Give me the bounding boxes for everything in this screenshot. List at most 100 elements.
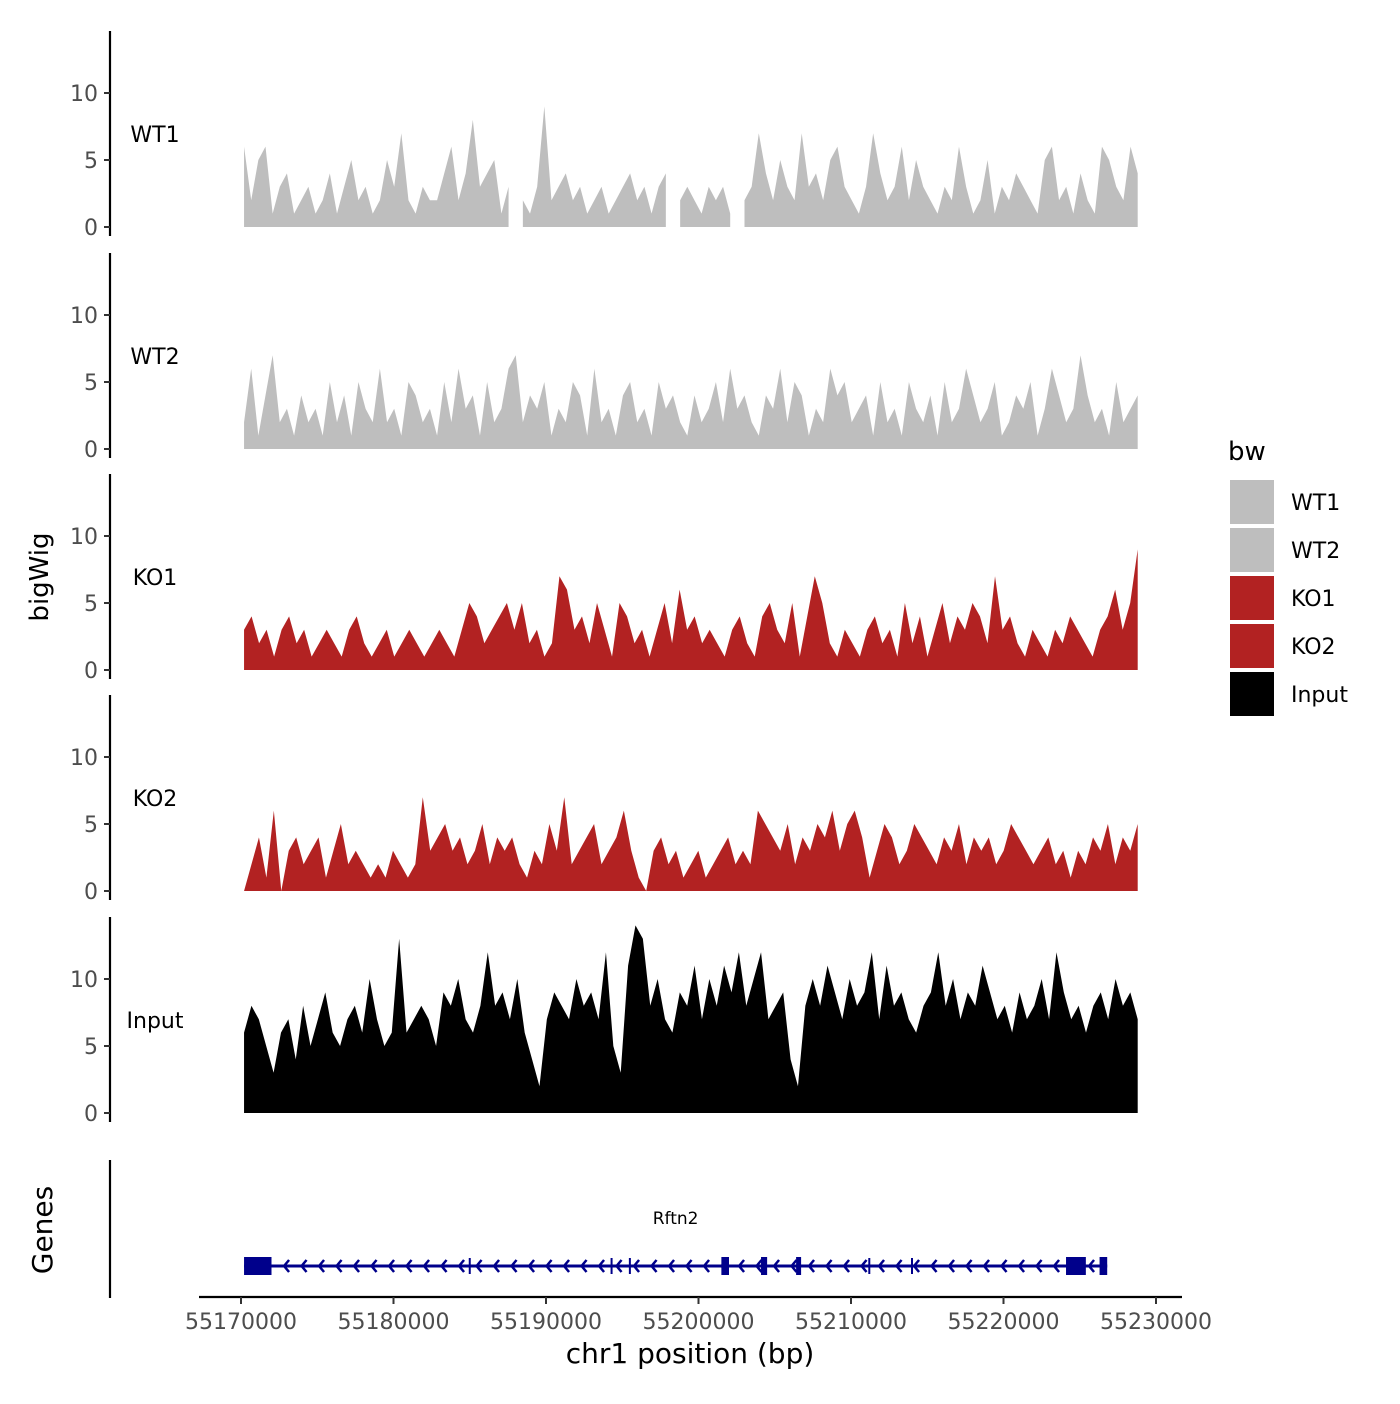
exon: [721, 1257, 729, 1275]
strand-arrow-icon: [352, 1259, 361, 1273]
strand-arrow-icon: [947, 1259, 956, 1273]
track-label: Input: [127, 1009, 184, 1034]
strand-arrow-icon: [282, 1259, 291, 1273]
y-tick-label: 10: [70, 304, 98, 329]
strand-arrow-icon: [509, 1259, 518, 1273]
track-label: WT2: [130, 345, 179, 370]
y-tick-label: 5: [84, 1035, 98, 1060]
strand-arrow-icon: [737, 1259, 746, 1273]
legend-key-ko2: [1230, 624, 1274, 668]
strand-arrow-icon: [824, 1259, 833, 1273]
strand-arrow-icon: [544, 1259, 553, 1273]
exon: [796, 1257, 802, 1275]
strand-arrow-icon: [439, 1259, 448, 1273]
strand-arrow-icon: [912, 1259, 921, 1273]
legend-key-input: [1230, 672, 1274, 716]
legend-key-wt1: [1230, 480, 1274, 524]
strand-arrow-icon: [334, 1259, 343, 1273]
strand-arrow-icon: [317, 1259, 326, 1273]
exon: [244, 1257, 272, 1275]
legend-label: WT1: [1291, 491, 1340, 516]
y-tick-label: 0: [84, 216, 98, 241]
y-tick-label: 0: [84, 438, 98, 463]
signal-area: [244, 119, 509, 227]
exon: [1099, 1257, 1108, 1275]
legend-key-ko1: [1230, 576, 1274, 620]
track-label: KO1: [133, 566, 178, 591]
legend-label: Input: [1291, 683, 1348, 708]
x-tick-label: 55180000: [338, 1310, 450, 1335]
y-tick-label: 5: [84, 371, 98, 396]
y-tick-label: 10: [70, 968, 98, 993]
track-ko2: 0 5 10 KO2: [70, 695, 1138, 905]
y-tick-label: 10: [70, 82, 98, 107]
legend-label: KO2: [1291, 635, 1336, 660]
y-tick-label: 10: [70, 525, 98, 550]
strand-arrow-icon: [1034, 1259, 1043, 1273]
exon: [761, 1257, 768, 1275]
strand-arrow-icon: [894, 1259, 903, 1273]
legend-label: WT2: [1291, 539, 1340, 564]
strand-arrow-icon: [369, 1259, 378, 1273]
signal-area: [244, 355, 1138, 449]
genes-axis-label: Genes: [26, 1186, 59, 1274]
track-wt2: 0 5 10 WT2: [70, 253, 1138, 463]
strand-arrow-icon: [929, 1259, 938, 1273]
y-tick-label: 10: [70, 746, 98, 771]
signal-area: [744, 133, 1138, 227]
strand-arrow-icon: [754, 1259, 763, 1273]
y-tick-label: 0: [84, 1102, 98, 1127]
strand-arrow-icon: [457, 1259, 466, 1273]
strand-arrow-icon: [684, 1259, 693, 1273]
signal-area: [680, 186, 731, 227]
strand-arrow-icon: [702, 1259, 711, 1273]
strand-arrow-icon: [772, 1259, 781, 1273]
signal-area: [244, 797, 1138, 891]
y-tick-label: 5: [84, 149, 98, 174]
strand-arrow-icon: [789, 1259, 798, 1273]
exon: [1066, 1257, 1086, 1275]
strand-arrow-icon: [632, 1259, 641, 1273]
strand-arrow-icon: [1017, 1259, 1026, 1273]
signal-area: [522, 106, 666, 227]
signal-area: [244, 925, 1138, 1113]
track-label: WT1: [130, 123, 179, 148]
x-tick-label: 55170000: [185, 1310, 297, 1335]
y-tick-label: 5: [84, 592, 98, 617]
legend: bw WT1 WT2 KO1 KO2 Input: [1228, 437, 1348, 716]
legend-label: KO1: [1291, 587, 1336, 612]
strand-arrow-icon: [964, 1259, 973, 1273]
strand-arrow-icon: [492, 1259, 501, 1273]
strand-arrow-icon: [982, 1259, 991, 1273]
strand-arrow-icon: [859, 1259, 868, 1273]
strand-arrow-icon: [527, 1259, 536, 1273]
strand-arrow-icon: [579, 1259, 588, 1273]
strand-arrow-icon: [422, 1259, 431, 1273]
track-ko1: 0 5 10 KO1: [70, 474, 1138, 684]
strand-arrow-icon: [1052, 1259, 1061, 1273]
track-label: KO2: [133, 787, 178, 812]
strand-arrow-icon: [474, 1259, 483, 1273]
strand-arrow-icon: [877, 1259, 886, 1273]
legend-title: bw: [1228, 437, 1266, 467]
strand-arrow-icon: [299, 1259, 308, 1273]
x-tick-label: 55230000: [1100, 1310, 1212, 1335]
gene-label: Rftn2: [653, 1209, 699, 1229]
strand-arrow-icon: [404, 1259, 413, 1273]
x-axis-label: chr1 position (bp): [566, 1337, 815, 1370]
y-tick-label: 0: [84, 880, 98, 905]
strand-arrow-icon: [614, 1259, 623, 1273]
strand-arrow-icon: [387, 1259, 396, 1273]
strand-arrow-icon: [597, 1259, 606, 1273]
strand-arrow-icon: [667, 1259, 676, 1273]
y-tick-label: 5: [84, 813, 98, 838]
strand-arrow-icon: [649, 1259, 658, 1273]
strand-arrow-icon: [999, 1259, 1008, 1273]
strand-arrow-icon: [807, 1259, 816, 1273]
track-wt1: 0 5 10 WT1: [70, 31, 1138, 241]
strand-arrow-icon: [562, 1259, 571, 1273]
strand-arrow-icon: [1087, 1259, 1096, 1273]
legend-key-wt2: [1230, 528, 1274, 572]
